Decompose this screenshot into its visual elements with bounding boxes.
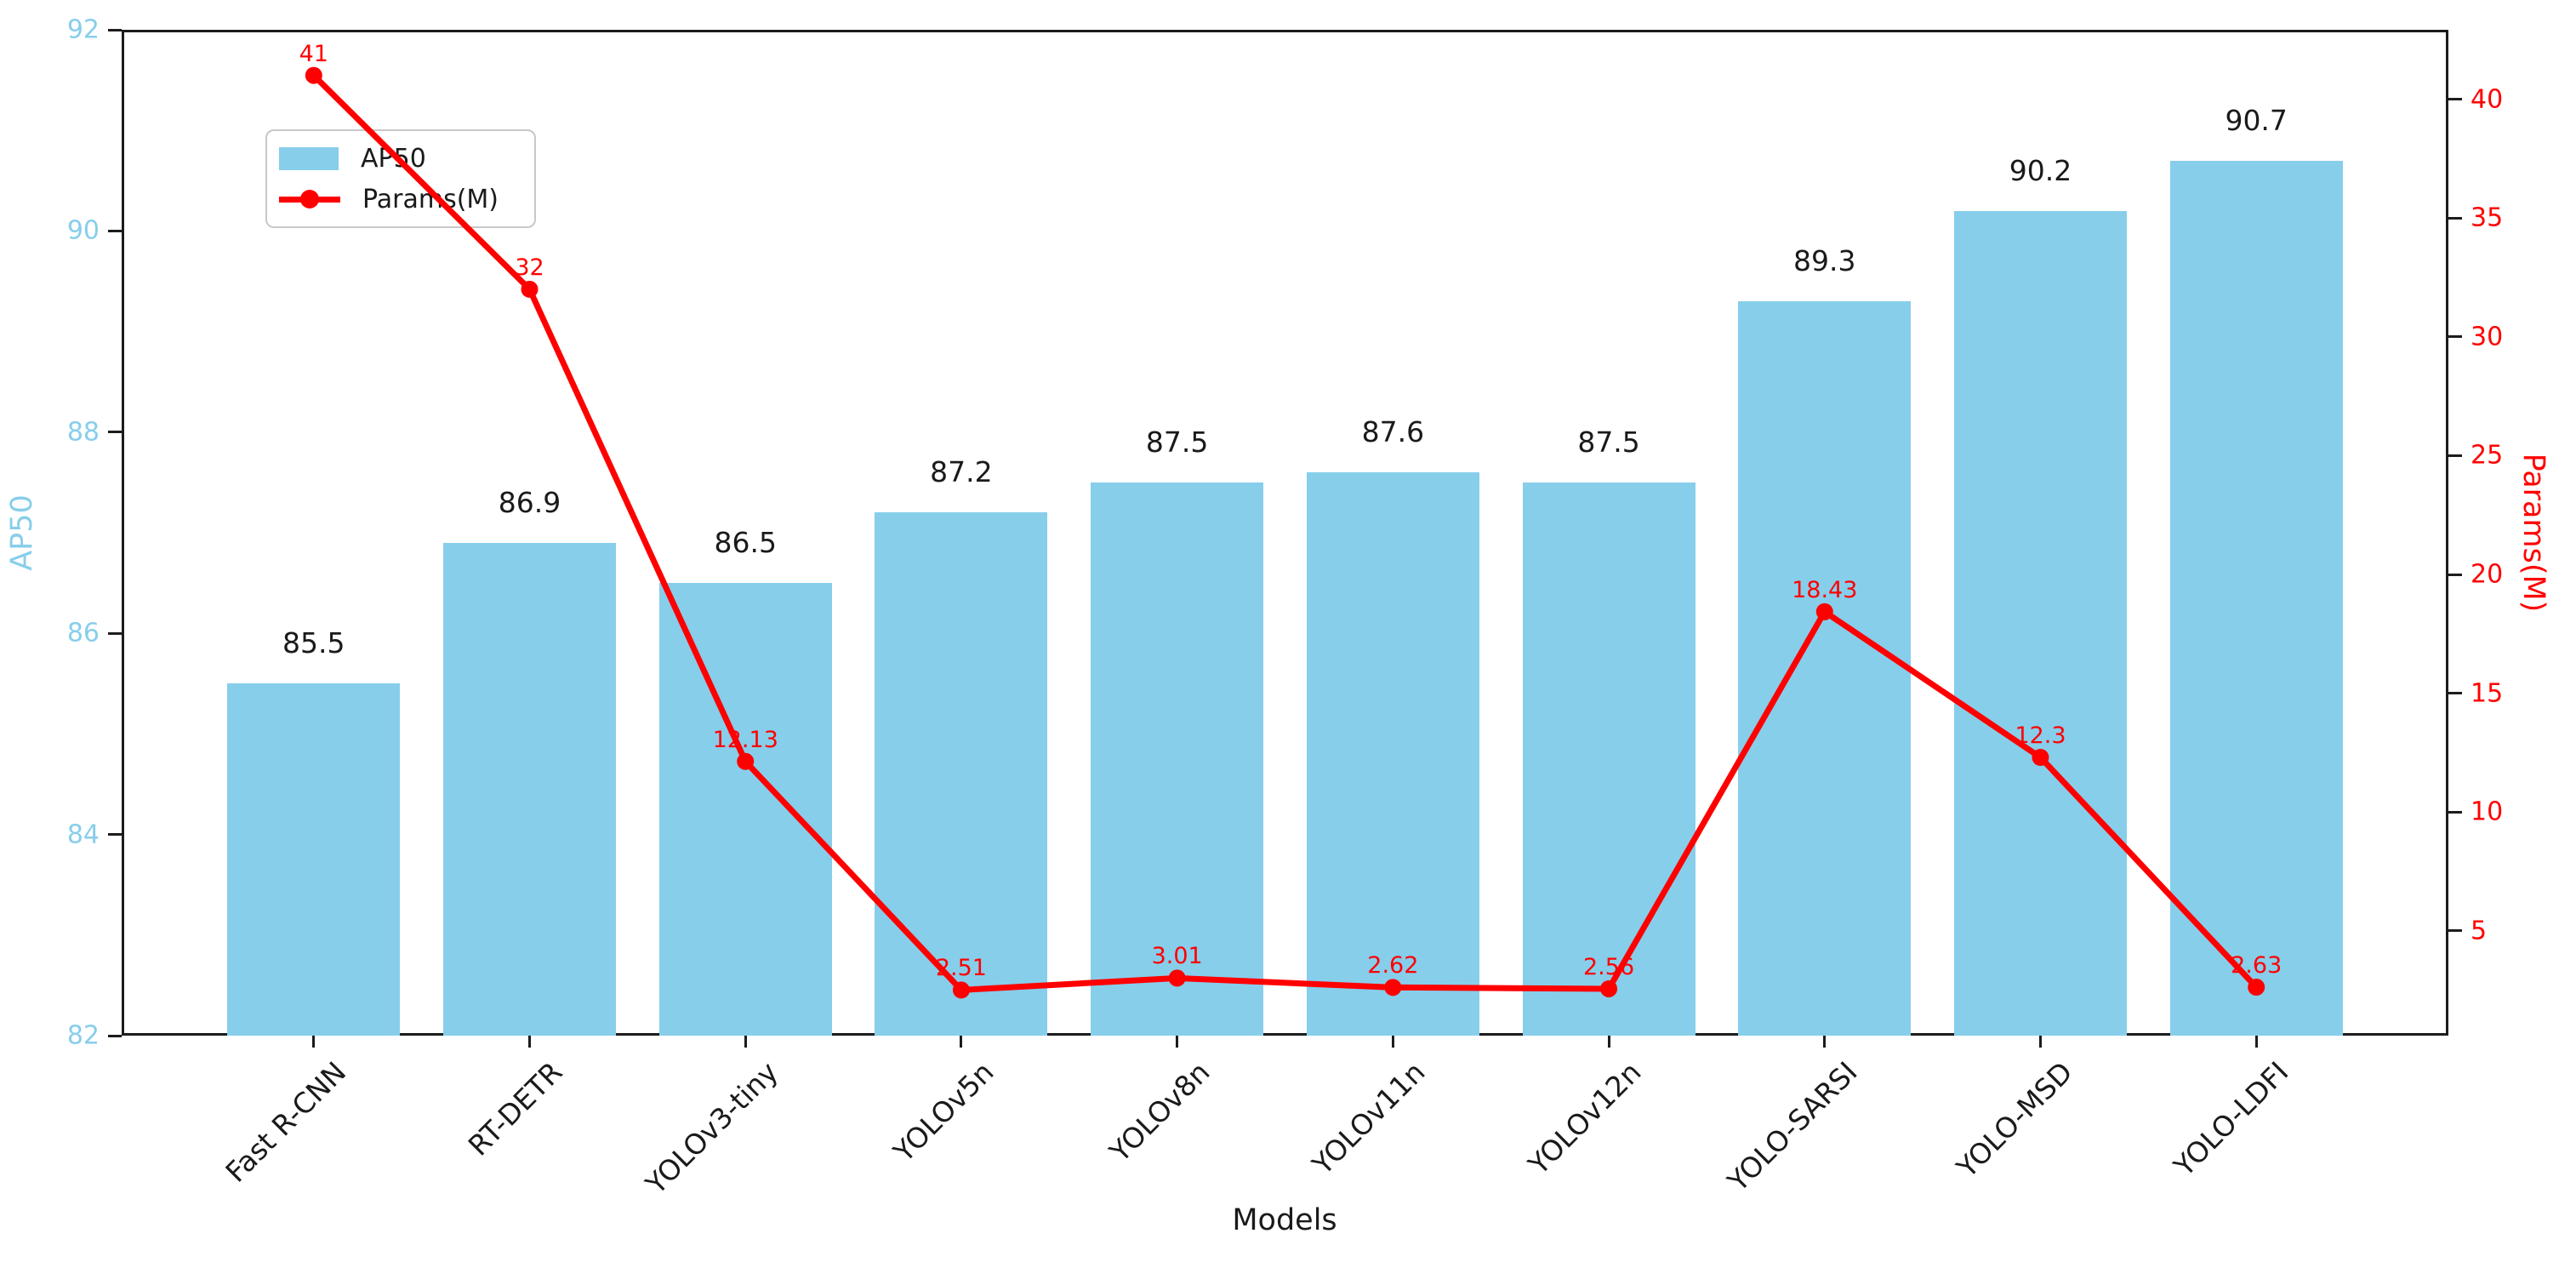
right-tick-mark bbox=[2448, 929, 2462, 933]
params-line-series bbox=[305, 66, 2265, 999]
bar-value-label: 90.2 bbox=[2009, 153, 2072, 187]
legend-dot-icon bbox=[300, 190, 319, 208]
bar-value-label: 87.2 bbox=[930, 455, 993, 489]
params-line bbox=[311, 73, 2259, 993]
legend-bar-swatch bbox=[279, 146, 339, 170]
x-tick-mark bbox=[1176, 1036, 1179, 1048]
x-tick-mark bbox=[312, 1036, 316, 1048]
bar-YOLO-MSD bbox=[1954, 210, 2127, 1036]
x-tick-label-YOLOv11n: YOLOv11n bbox=[1306, 1055, 1432, 1181]
params-value-label: 3.01 bbox=[1151, 943, 1203, 970]
params-value-label: 2.63 bbox=[2231, 952, 2282, 979]
left-tick-label: 86 bbox=[66, 618, 100, 648]
left-tick-label: 92 bbox=[66, 14, 100, 45]
params-point-marker bbox=[1600, 979, 1618, 997]
legend: AP50 Params(M) bbox=[265, 129, 536, 228]
params-point-marker bbox=[2032, 749, 2049, 767]
x-tick-label-Fast R-CNN: Fast R-CNN bbox=[219, 1055, 353, 1189]
right-axis-title: Params(M) bbox=[2516, 453, 2550, 613]
bar-YOLO-LDFI bbox=[2169, 160, 2343, 1036]
left-tick-label: 90 bbox=[66, 215, 100, 246]
x-tick-label-YOLOv3-tiny: YOLOv3-tiny bbox=[639, 1055, 784, 1201]
bar-Fast R-CNN bbox=[227, 683, 401, 1036]
bar-value-label: 86.9 bbox=[498, 485, 561, 519]
params-point-marker bbox=[1815, 602, 1833, 620]
x-tick-mark bbox=[2038, 1036, 2042, 1048]
right-tick-label: 10 bbox=[2471, 797, 2504, 827]
left-tick-mark bbox=[108, 631, 122, 635]
x-tick-mark bbox=[960, 1036, 963, 1048]
x-tick-mark bbox=[744, 1036, 747, 1048]
x-tick-label-YOLOv8n: YOLOv8n bbox=[1103, 1055, 1217, 1168]
bar-YOLOv3-tiny bbox=[658, 583, 832, 1036]
right-tick-label: 35 bbox=[2471, 203, 2504, 233]
left-tick-label: 82 bbox=[66, 1020, 100, 1051]
params-value-label: 12.3 bbox=[2015, 722, 2066, 750]
right-tick-label: 25 bbox=[2471, 440, 2504, 471]
right-tick-label: 20 bbox=[2471, 559, 2504, 590]
legend-line-marker-icon bbox=[279, 190, 340, 208]
params-point-marker bbox=[521, 280, 539, 298]
right-tick-mark bbox=[2448, 335, 2462, 339]
params-point-marker bbox=[1168, 969, 1186, 987]
left-tick-mark bbox=[108, 28, 122, 31]
right-tick-label: 15 bbox=[2471, 678, 2504, 709]
left-tick-label: 84 bbox=[66, 819, 100, 850]
params-point-marker bbox=[952, 981, 970, 999]
params-value-label: 2.51 bbox=[935, 955, 987, 982]
right-tick-label: 5 bbox=[2471, 916, 2488, 946]
x-tick-label-YOLO-LDFI: YOLO-LDFI bbox=[2167, 1055, 2295, 1183]
params-value-label: 32 bbox=[515, 254, 544, 281]
params-value-label: 18.43 bbox=[1792, 576, 1858, 603]
bar-YOLOv11n bbox=[1306, 472, 1479, 1036]
x-tick-mark bbox=[528, 1036, 531, 1048]
bar-value-label: 86.5 bbox=[714, 526, 777, 560]
x-tick-label-YOLO-SARSI: YOLO-SARSI bbox=[1720, 1055, 1864, 1198]
left-tick-mark bbox=[108, 229, 122, 232]
bar-value-label: 89.3 bbox=[1793, 244, 1856, 278]
bar-value-label: 85.5 bbox=[282, 626, 345, 660]
bar-YOLOv5n bbox=[875, 512, 1048, 1036]
params-point-marker bbox=[2248, 979, 2265, 996]
plot-area bbox=[122, 30, 2448, 1036]
params-point-marker bbox=[1384, 979, 1402, 996]
bar-YOLOv8n bbox=[1091, 482, 1264, 1036]
left-axis-title: AP50 bbox=[5, 494, 39, 571]
bar-YOLOv12n bbox=[1522, 482, 1695, 1036]
left-tick-mark bbox=[108, 431, 122, 434]
right-tick-mark bbox=[2448, 810, 2462, 814]
right-tick-mark bbox=[2448, 216, 2462, 220]
params-value-label: 12.13 bbox=[712, 726, 778, 753]
x-axis-title: Models bbox=[1232, 1203, 1337, 1237]
right-tick-mark bbox=[2448, 692, 2462, 695]
right-tick-label: 40 bbox=[2471, 84, 2504, 115]
left-tick-mark bbox=[108, 1034, 122, 1037]
x-tick-mark bbox=[1823, 1036, 1827, 1048]
params-value-label: 41 bbox=[299, 40, 328, 67]
x-tick-label-YOLOv5n: YOLOv5n bbox=[886, 1055, 1000, 1168]
bar-RT-DETR bbox=[443, 542, 616, 1036]
right-tick-label: 30 bbox=[2471, 322, 2504, 352]
x-tick-mark bbox=[1607, 1036, 1610, 1048]
right-tick-mark bbox=[2448, 573, 2462, 576]
params-value-label: 2.56 bbox=[1583, 953, 1635, 980]
params-point-marker bbox=[737, 752, 755, 770]
x-tick-mark bbox=[2254, 1036, 2258, 1048]
params-point-marker bbox=[305, 66, 322, 84]
x-tick-label-YOLO-MSD: YOLO-MSD bbox=[1950, 1055, 2080, 1185]
params-value-label: 2.62 bbox=[1367, 952, 1419, 979]
x-tick-mark bbox=[1391, 1036, 1394, 1048]
right-tick-mark bbox=[2448, 98, 2462, 101]
left-tick-label: 88 bbox=[66, 417, 100, 448]
bar-value-label: 90.7 bbox=[2225, 103, 2288, 137]
left-tick-mark bbox=[108, 833, 122, 837]
bar-value-label: 87.5 bbox=[1145, 425, 1209, 459]
bar-YOLO-SARSI bbox=[1738, 301, 1912, 1036]
right-tick-mark bbox=[2448, 454, 2462, 457]
bar-value-label: 87.6 bbox=[1361, 415, 1425, 449]
x-tick-label-RT-DETR: RT-DETR bbox=[461, 1055, 569, 1162]
bar-value-label: 87.5 bbox=[1577, 425, 1640, 459]
x-tick-label-YOLOv12n: YOLOv12n bbox=[1521, 1055, 1648, 1181]
